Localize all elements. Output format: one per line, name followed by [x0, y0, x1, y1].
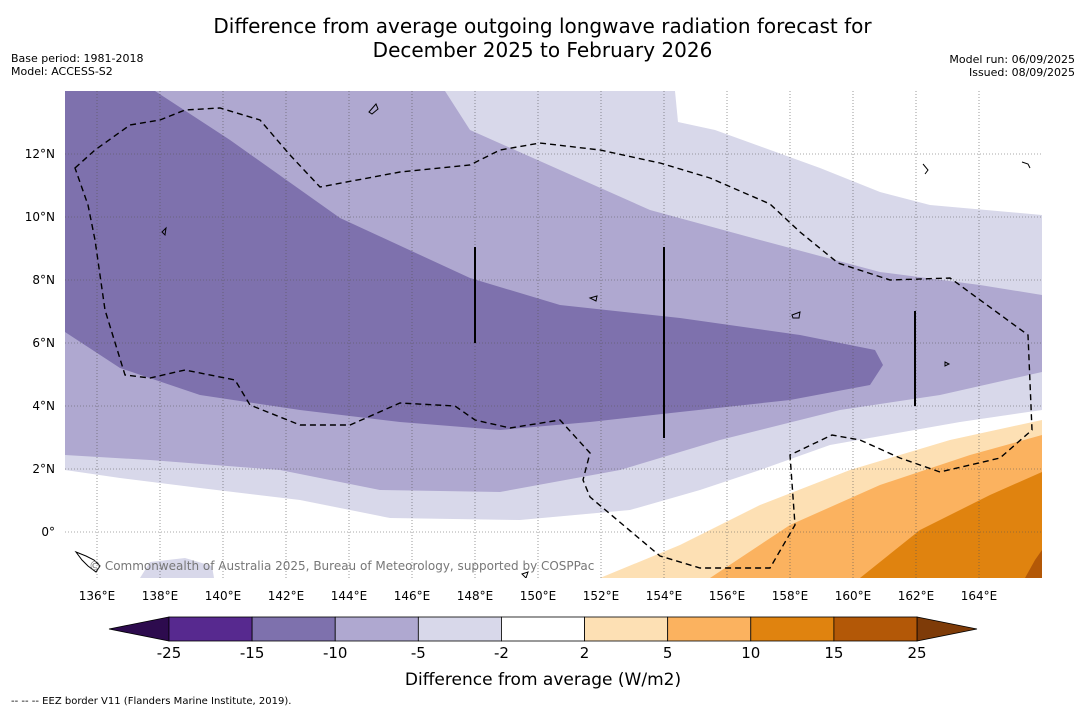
lat-label: 2°N: [32, 462, 55, 476]
colorbar-label: 10: [741, 644, 760, 662]
lon-label: 160°E: [835, 589, 872, 603]
copyright-text: © Commonwealth of Australia 2025, Bureau…: [89, 559, 594, 573]
colorbar-label: 15: [824, 644, 843, 662]
model-run: Model run: 06/09/2025: [949, 53, 1075, 66]
colorbar-label: 25: [907, 644, 926, 662]
colorbar: -25 -15 -10 -5 -2 2 5 10 15 25 Difference from av…: [108, 616, 978, 690]
band-brown: [1025, 550, 1042, 578]
lon-label: 154°E: [646, 589, 683, 603]
model-info: Base period: 1981-2018 Model: ACCESS-S2: [11, 52, 143, 78]
lon-label: 140°E: [205, 589, 242, 603]
lon-label: 150°E: [520, 589, 557, 603]
lat-label: 6°N: [32, 336, 55, 350]
lon-label: 162°E: [898, 589, 935, 603]
colorbar-label: -25: [157, 644, 182, 662]
eez-footnote: -- -- -- EEZ border V11 (Flanders Marine…: [11, 696, 292, 707]
lat-label: 4°N: [32, 399, 55, 413]
lon-label: 138°E: [142, 589, 179, 603]
colorbar-segment: [417, 616, 502, 642]
colorbar-title: Difference from average (W/m2): [405, 670, 681, 690]
colorbar-label: 2: [580, 644, 590, 662]
longitude-labels: 136°E 138°E 140°E 142°E 144°E 146°E 148°…: [79, 589, 998, 603]
marker-lines: [474, 247, 916, 438]
run-info: Model run: 06/09/2025 Issued: 08/09/2025: [949, 53, 1075, 79]
anomaly-field: [65, 91, 1042, 578]
title-line-2: December 2025 to February 2026: [372, 38, 713, 62]
colorbar-segment: [833, 616, 918, 642]
lon-label: 158°E: [772, 589, 809, 603]
base-period: Base period: 1981-2018: [11, 52, 144, 65]
issued-date: Issued: 08/09/2025: [968, 66, 1075, 79]
lon-label: 136°E: [79, 589, 116, 603]
colorbar-segment: [667, 616, 752, 642]
band-patch-bottom-left: [140, 558, 214, 578]
lon-label: 146°E: [394, 589, 431, 603]
colorbar-label: -5: [411, 644, 426, 662]
colorbar-segment: [168, 616, 253, 642]
lat-label: 12°N: [25, 147, 55, 161]
colorbar-label: -2: [494, 644, 509, 662]
colorbar-over-arrow: [916, 616, 978, 642]
colorbar-segment: [251, 616, 336, 642]
lon-label: 148°E: [457, 589, 494, 603]
colorbar-segment: [584, 616, 669, 642]
title-line-1: Difference from average outgoing longwav…: [213, 14, 872, 38]
lon-label: 142°E: [268, 589, 305, 603]
colorbar-label: -10: [323, 644, 348, 662]
lon-label: 152°E: [583, 589, 620, 603]
map-title: Difference from average outgoing longwav…: [0, 14, 1085, 62]
colorbar-label: 5: [663, 644, 673, 662]
lon-label: 156°E: [709, 589, 746, 603]
colorbar-segment: [501, 616, 585, 642]
land-outlines: [74, 103, 1031, 578]
lon-label: 164°E: [961, 589, 998, 603]
lat-label: 8°N: [32, 273, 55, 287]
eez-borders: [74, 107, 1033, 569]
lat-label: 10°N: [25, 210, 55, 224]
latitude-labels: 12°N 10°N 8°N 6°N 4°N 2°N 0°: [25, 147, 55, 539]
colorbar-label: -15: [240, 644, 265, 662]
band-dark-orange: [860, 472, 1042, 578]
gridlines: [65, 91, 1042, 578]
lat-label: 0°: [41, 525, 55, 539]
band-dark-lavender: [65, 91, 883, 430]
model-name: Model: ACCESS-S2: [11, 65, 113, 78]
colorbar-segment: [334, 616, 419, 642]
colorbar-under-arrow: [108, 616, 170, 642]
colorbar-segment: [750, 616, 835, 642]
lon-label: 144°E: [331, 589, 368, 603]
